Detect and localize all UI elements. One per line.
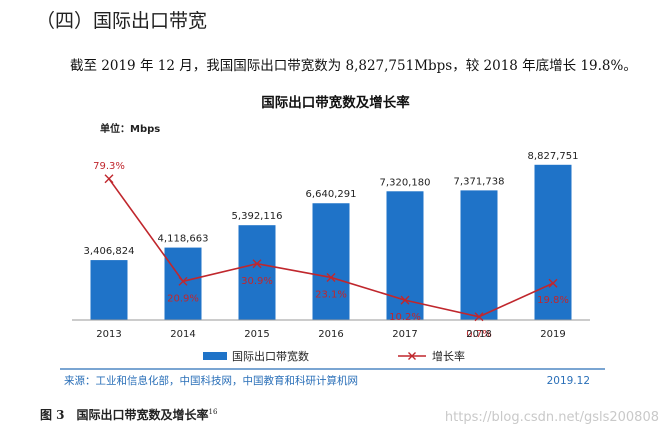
legend-line-marker-icon [408, 352, 416, 360]
growth-marker-2017 [400, 295, 410, 305]
growth-marker-2015 [252, 259, 262, 269]
figure-caption-footnote: 16 [208, 408, 218, 416]
x-tick-label-2019: 2019 [540, 329, 565, 340]
growth-label-2014: 20.9% [167, 293, 199, 304]
bar-value-label-2013: 3,406,824 [84, 246, 135, 257]
legend-line-label: 增长率 [432, 349, 465, 363]
bar-value-label-2016: 6,640,291 [306, 189, 357, 200]
bar-2019 [534, 164, 572, 320]
growth-label-2015: 30.9% [241, 276, 273, 287]
bar-value-label-2014: 4,118,663 [158, 234, 209, 245]
summary-paragraph: 截至 2019 年 12 月，我国国际出口带宽数为 8,827,751Mbps，… [70, 58, 637, 74]
growth-marker-2019 [548, 278, 558, 288]
growth-marker-2013 [104, 174, 114, 184]
x-tick-label-2017: 2017 [392, 329, 417, 340]
x-tick-label-2016: 2016 [318, 329, 343, 340]
growth-label-2013: 79.3% [93, 161, 125, 172]
legend-bar-label: 国际出口带宽数 [232, 349, 309, 363]
bar-value-label-2019: 8,827,751 [528, 151, 579, 162]
growth-marker-2018 [474, 312, 484, 322]
growth-label-2019: 19.8% [537, 295, 569, 306]
unit-label: 单位：Mbps [100, 122, 160, 135]
growth-marker-2016 [326, 272, 336, 282]
bar-2013 [90, 260, 128, 320]
legend: 国际出口带宽数 增长率 [203, 349, 465, 363]
growth-marker-2014 [178, 276, 188, 286]
x-tick-label-2015: 2015 [244, 329, 269, 340]
growth-label-2016: 23.1% [315, 289, 347, 300]
bar-value-label-2015: 5,392,116 [232, 211, 283, 222]
growth-label-2017: 10.2% [389, 312, 421, 323]
source-text: 来源：工业和信息化部，中国科技网，中国教育和科研计算机网 [64, 374, 358, 387]
figure-caption: 图 3 国际出口带宽数及增长率16 [40, 406, 217, 423]
bar-2018 [460, 190, 498, 320]
bar-value-label-2017: 7,320,180 [380, 177, 431, 188]
legend-bar-swatch [203, 352, 227, 360]
bar-2015 [238, 225, 276, 320]
watermark: https://blog.csdn.net/gsls200808 [444, 410, 659, 425]
source-date: 2019.12 [547, 375, 590, 387]
x-tick-label-2014: 2014 [170, 329, 195, 340]
x-tick-label-2013: 2013 [96, 329, 121, 340]
growth-label-2018: 0.7% [466, 329, 491, 340]
x-tick-label-2018: 2018 [466, 329, 491, 340]
bar-value-label-2018: 7,371,738 [454, 176, 505, 187]
bar-2014 [164, 247, 202, 320]
figure-caption-text: 图 3 国际出口带宽数及增长率 [40, 408, 209, 422]
bar-2016 [312, 203, 350, 320]
section-title: （四）国际出口带宽 [36, 10, 208, 32]
chart-title: 国际出口带宽数及增长率 [261, 95, 410, 111]
bar-2017 [386, 191, 424, 320]
